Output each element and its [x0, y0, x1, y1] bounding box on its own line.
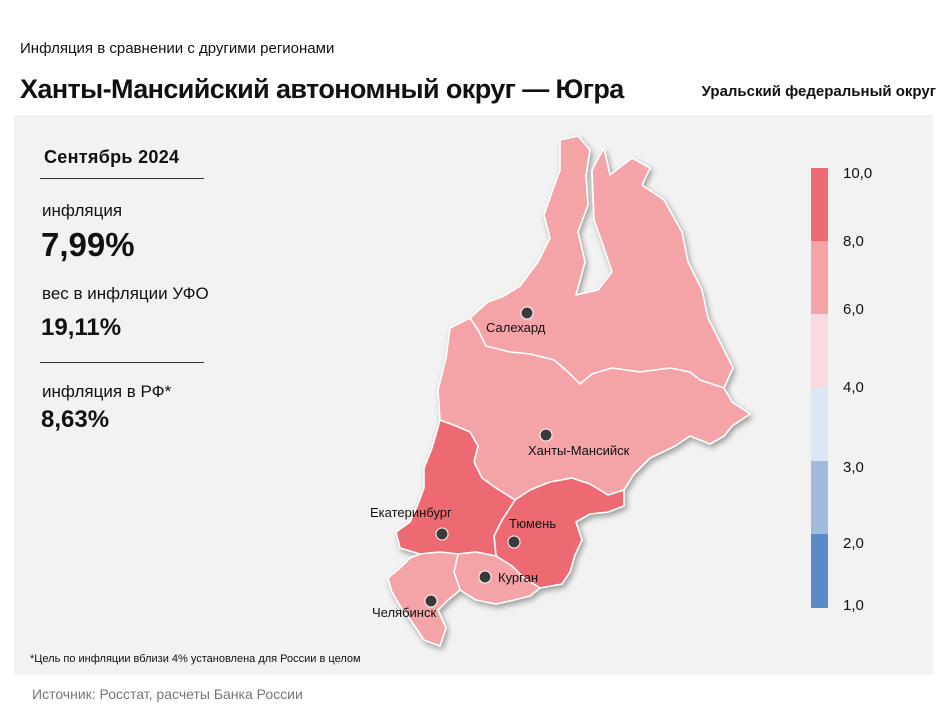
inflation-label: инфляция: [42, 201, 123, 220]
legend-swatch: [811, 241, 828, 315]
legend-tick-label: 6,0: [843, 301, 864, 318]
divider-bottom: [40, 362, 204, 363]
city-label-ekb: Екатеринбург: [370, 505, 452, 520]
legend-tick-label: 3,0: [843, 459, 864, 476]
legend-tick-label: 8,0: [843, 233, 864, 250]
salekhard-marker: [520, 306, 534, 320]
khanty-mansiysk-marker: [539, 428, 553, 442]
city-label-salekhard: Салехард: [486, 320, 546, 335]
city-label-tyumen: Тюмень: [509, 516, 556, 531]
period-label: Сентябрь 2024: [44, 147, 180, 167]
legend-tick-label: 2,0: [843, 535, 864, 552]
page-title: Ханты-Мансийский автономный округ — Югра: [20, 74, 624, 104]
chelyabinsk-marker: [424, 594, 438, 608]
weight-value: 19,11%: [41, 314, 122, 341]
legend-swatch: [811, 534, 828, 608]
legend-swatch: [811, 387, 828, 462]
legend-tick-label: 4,0: [843, 379, 864, 396]
legend-tick-label: 1,0: [843, 597, 864, 614]
weight-label: вес в инфляции УФО: [42, 284, 209, 303]
kurgan-marker: [478, 570, 492, 584]
rf-inflation-label: инфляция в РФ*: [42, 382, 172, 401]
inflation-value: 7,99%: [41, 226, 135, 263]
yekaterinburg-marker: [435, 527, 449, 541]
region-chelyabinsk: [387, 551, 461, 647]
subtitle: Инфляция в сравнении с другими регионами: [20, 40, 335, 57]
legend-tick-label: 10,0: [843, 165, 873, 182]
district-label: Уральский федеральный округ: [701, 83, 936, 100]
legend-swatch: [811, 168, 828, 242]
footnote: *Цель по инфляции вблизи 4% установлена …: [30, 653, 361, 665]
legend-swatch: [811, 314, 828, 389]
tyumen-marker: [507, 535, 521, 549]
legend-swatch: [811, 460, 828, 535]
city-label-khanty: Ханты-Мансийск: [528, 443, 630, 458]
city-label-chelyabinsk: Челябинск: [372, 605, 436, 620]
divider-top: [40, 178, 204, 179]
city-label-kurgan: Курган: [498, 570, 538, 585]
source-note: Источник: Росстат, расчеты Банка России: [32, 686, 303, 702]
rf-inflation-value: 8,63%: [41, 406, 110, 433]
region-yamal: [469, 135, 734, 389]
